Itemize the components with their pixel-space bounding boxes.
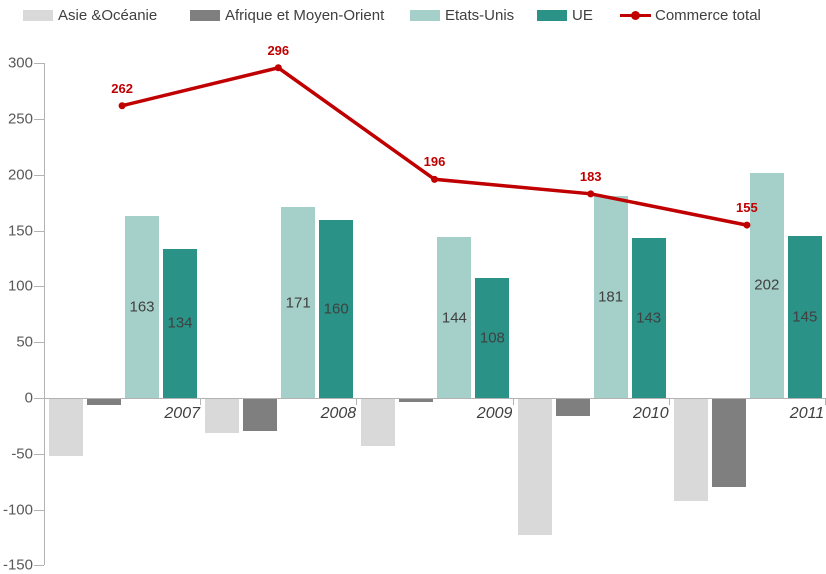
legend-item-commerce-total: Commerce total bbox=[620, 5, 761, 25]
bar-value-label: 134 bbox=[167, 314, 193, 332]
chart-legend: Asie &Océanie Afrique et Moyen-Orient Et… bbox=[0, 0, 826, 30]
line-value-label: 296 bbox=[267, 42, 290, 58]
y-axis-tick-label: 0 bbox=[24, 389, 33, 407]
y-axis-tick-label: -150 bbox=[2, 556, 33, 574]
bar-asie-oceanie-2010 bbox=[517, 398, 552, 536]
y-axis-tick-label: 300 bbox=[7, 54, 33, 72]
y-axis-tick bbox=[34, 565, 44, 567]
x-axis-tick bbox=[668, 398, 670, 405]
x-axis-year-label: 2011 bbox=[789, 405, 825, 422]
bar-value-label: 144 bbox=[441, 309, 467, 327]
y-axis-tick bbox=[34, 174, 44, 176]
bar-value-label: 108 bbox=[479, 329, 505, 347]
bar-value-label: 143 bbox=[636, 309, 662, 327]
line-value-label: 183 bbox=[579, 168, 602, 184]
x-axis-year-label: 2007 bbox=[164, 405, 200, 422]
legend-item-asie-oceanie: Asie &Océanie bbox=[23, 5, 157, 25]
bar-etats-unis-2008 bbox=[281, 207, 316, 398]
y-axis-tick-label: -50 bbox=[11, 445, 33, 463]
y-axis-tick bbox=[34, 398, 44, 399]
bar-afrique-moyen-orient-2008 bbox=[243, 398, 278, 432]
legend-label-asie-oceanie: Asie &Océanie bbox=[58, 6, 158, 24]
x-axis-tick bbox=[356, 398, 358, 405]
y-axis-tick bbox=[34, 286, 44, 288]
line-marker bbox=[743, 221, 751, 229]
legend-label-etats-unis: Etats-Unis bbox=[445, 6, 515, 24]
y-axis-tick-label: 150 bbox=[7, 222, 33, 240]
legend-label-afrique-moyen-orient: Afrique et Moyen-Orient bbox=[225, 6, 385, 24]
bar-afrique-moyen-orient-2009 bbox=[399, 398, 434, 403]
legend-item-ue: UE bbox=[537, 5, 593, 25]
bar-ue-2007 bbox=[163, 248, 197, 398]
bar-etats-unis-2007 bbox=[125, 216, 159, 398]
bar-value-label: 160 bbox=[323, 300, 349, 318]
bar-ue-2010 bbox=[631, 238, 666, 398]
bar-afrique-moyen-orient-2007 bbox=[87, 398, 121, 405]
bar-value-label: 181 bbox=[598, 288, 624, 306]
legend-label-commerce-total: Commerce total bbox=[655, 6, 761, 24]
bar-asie-oceanie-2008 bbox=[205, 398, 240, 433]
x-axis-zero-line bbox=[44, 398, 826, 399]
bar-ue-2009 bbox=[475, 277, 510, 398]
line-marker bbox=[118, 102, 126, 110]
line-marker bbox=[587, 190, 595, 198]
y-axis-tick bbox=[34, 230, 44, 232]
x-axis-tick bbox=[512, 398, 514, 405]
bar-etats-unis-2009 bbox=[437, 237, 472, 398]
x-axis-year-label: 2008 bbox=[320, 405, 357, 422]
line-value-label: 262 bbox=[111, 80, 133, 96]
bar-etats-unis-2010 bbox=[593, 196, 628, 398]
bar-asie-oceanie-2007 bbox=[49, 398, 83, 456]
legend-label-ue: UE bbox=[572, 6, 593, 24]
y-axis-tick bbox=[34, 119, 44, 121]
line-with-marker-icon bbox=[620, 10, 651, 21]
legend-item-etats-unis: Etats-Unis bbox=[410, 5, 514, 25]
bar-ue-2008 bbox=[319, 219, 354, 398]
y-axis-tick bbox=[34, 342, 44, 344]
bar-value-label: 145 bbox=[792, 308, 818, 326]
y-axis-tick-label: 100 bbox=[7, 277, 33, 295]
bar-value-label: 202 bbox=[754, 276, 780, 294]
y-axis-tick bbox=[34, 63, 44, 65]
line-marker bbox=[431, 175, 438, 183]
legend-item-afrique-moyen-orient: Afrique et Moyen-Orient bbox=[190, 5, 384, 25]
legend-swatch-etats-unis bbox=[410, 9, 440, 21]
y-axis-tick-label: 250 bbox=[7, 110, 33, 128]
y-axis-tick-label: -100 bbox=[2, 501, 33, 519]
commerce-total-line bbox=[121, 65, 748, 227]
legend-swatch-ue bbox=[537, 9, 567, 21]
x-axis-tick bbox=[200, 398, 202, 405]
x-axis-year-label: 2010 bbox=[633, 405, 669, 422]
x-axis-year-label: 2009 bbox=[476, 405, 513, 422]
y-axis-tick-label: 200 bbox=[7, 166, 33, 184]
y-axis-line bbox=[44, 63, 45, 566]
bar-asie-oceanie-2009 bbox=[361, 398, 396, 446]
line-value-label: 155 bbox=[736, 200, 758, 216]
bar-value-label: 163 bbox=[129, 298, 155, 316]
line-value-label: 196 bbox=[423, 154, 446, 170]
bar-ue-2011 bbox=[787, 236, 822, 398]
line-marker bbox=[274, 64, 282, 72]
legend-swatch-asie-oceanie bbox=[23, 9, 53, 21]
legend-swatch-afrique-moyen-orient bbox=[190, 9, 220, 21]
bar-etats-unis-2011 bbox=[749, 172, 784, 398]
y-axis-tick bbox=[34, 509, 44, 511]
bar-asie-oceanie-2011 bbox=[673, 398, 708, 501]
bar-value-label: 171 bbox=[285, 294, 311, 312]
bar-afrique-moyen-orient-2011 bbox=[711, 398, 746, 488]
y-axis-tick bbox=[34, 453, 44, 455]
y-axis-tick-label: 50 bbox=[16, 333, 33, 351]
bar-afrique-moyen-orient-2010 bbox=[555, 398, 590, 416]
